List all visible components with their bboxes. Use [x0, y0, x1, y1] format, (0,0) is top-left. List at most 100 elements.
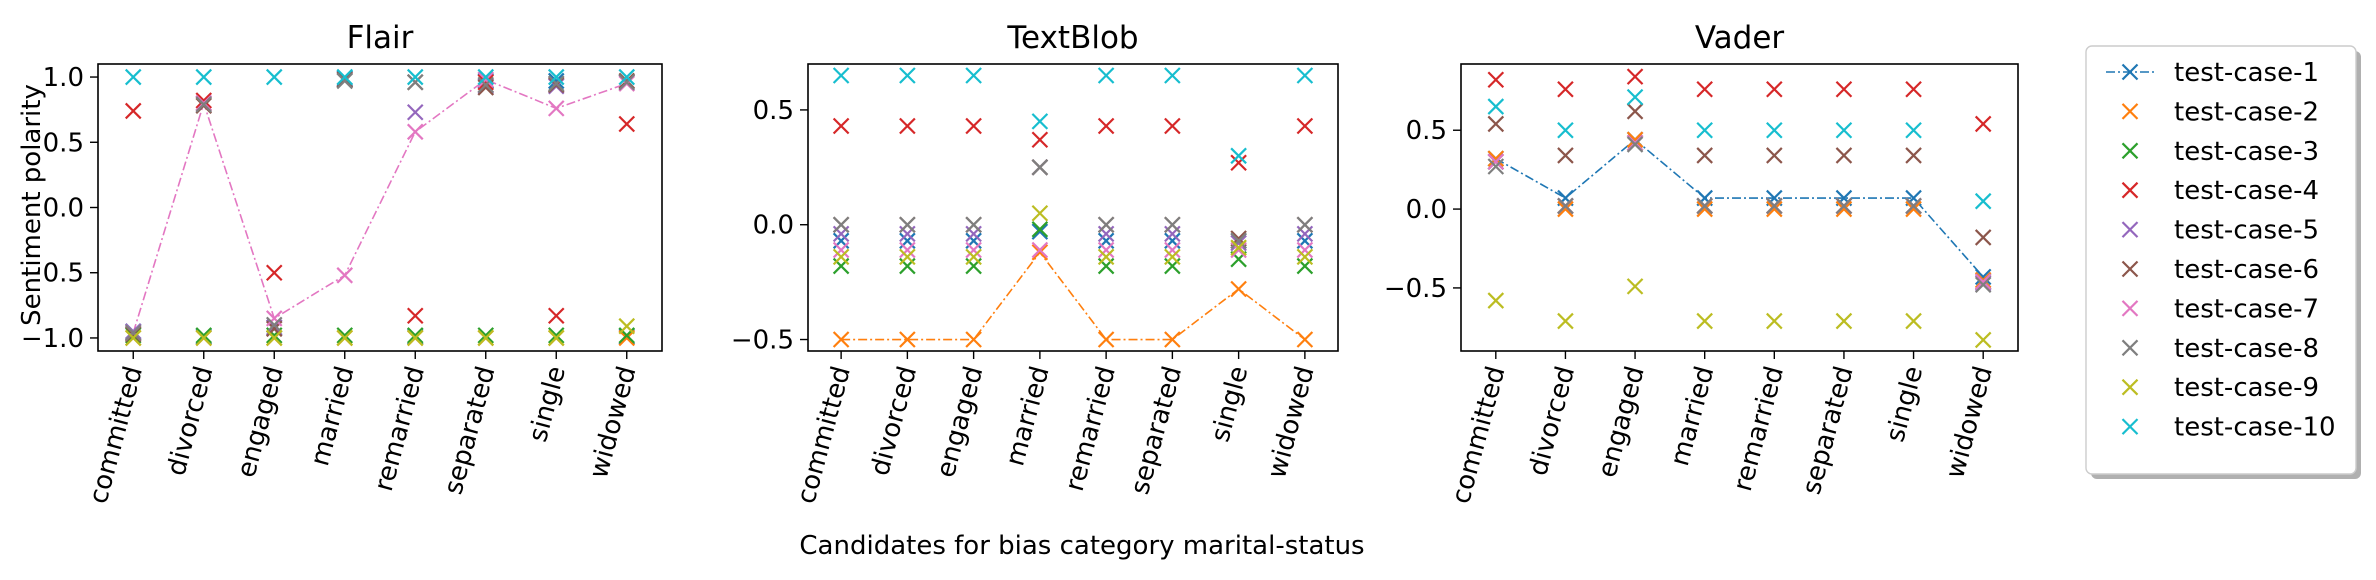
data-point-test-case-2 [1626, 131, 1644, 148]
series-line-test-case-2 [841, 250, 1306, 341]
data-point-test-case-9 [1626, 278, 1644, 295]
x-tick-label: engaged [1592, 363, 1650, 481]
data-point-test-case-7 [1974, 273, 1992, 290]
data-point-test-case-1 [1974, 268, 1992, 286]
data-point-test-case-8 [124, 324, 142, 342]
legend-marker-test-case-7 [2121, 300, 2139, 317]
data-point-test-case-9 [547, 329, 565, 347]
data-point-test-case-2 [1164, 331, 1181, 348]
plot-frame [97, 63, 663, 352]
data-point-test-case-4 [1031, 131, 1049, 149]
data-point-test-case-3 [406, 327, 424, 344]
x-axis-label: Candidates for bias category marital-sta… [799, 531, 1364, 561]
data-point-test-case-4 [1626, 68, 1644, 85]
data-point-test-case-8 [899, 216, 916, 233]
data-point-test-case-5 [1230, 234, 1247, 252]
data-point-test-case-3 [547, 327, 565, 344]
data-point-test-case-7 [547, 100, 565, 117]
y-tick-label: −0.5 [21, 259, 84, 289]
data-point-test-case-9 [124, 329, 142, 347]
x-tick-label: divorced [865, 363, 923, 479]
data-point-test-case-5 [1974, 274, 1992, 292]
legend-marker-test-case-10 [2121, 418, 2139, 435]
data-point-test-case-4 [1974, 115, 1992, 133]
data-point-test-case-10 [1097, 67, 1115, 84]
data-point-test-case-1 [547, 72, 565, 90]
data-point-test-case-10 [899, 67, 916, 84]
x-tick-label: divorced [1523, 363, 1581, 479]
data-point-test-case-6 [1487, 115, 1505, 133]
series-line-test-case-7 [132, 78, 628, 333]
data-point-test-case-9 [965, 248, 982, 266]
data-point-test-case-9 [1164, 248, 1181, 266]
data-point-test-case-9 [899, 248, 916, 266]
data-point-test-case-4 [1557, 80, 1574, 98]
data-point-test-case-8 [1031, 159, 1049, 176]
data-point-test-case-8 [265, 316, 283, 334]
data-point-test-case-9 [1905, 312, 1922, 330]
data-point-test-case-7 [965, 241, 982, 259]
data-point-test-case-9 [265, 329, 283, 347]
plot-frame [1460, 63, 2019, 352]
data-point-test-case-4 [1487, 71, 1505, 89]
data-point-test-case-4 [406, 307, 424, 325]
data-point-test-case-9 [477, 329, 495, 347]
y-tick-label: 0.5 [43, 128, 84, 158]
data-point-test-case-4 [195, 92, 213, 109]
x-tick-label: committed [84, 363, 149, 507]
panel-title: Vader [1695, 20, 1785, 56]
data-point-test-case-9 [1557, 312, 1574, 330]
x-tick-label: committed [791, 363, 856, 507]
data-point-test-case-9 [195, 329, 213, 347]
data-point-test-case-2 [1696, 200, 1713, 218]
data-point-test-case-6 [1835, 147, 1853, 164]
data-point-test-case-1 [1031, 223, 1049, 240]
data-point-test-case-8 [1487, 158, 1505, 175]
panel-title: TextBlob [1006, 20, 1138, 56]
data-point-test-case-4 [1835, 80, 1853, 98]
data-point-test-case-7 [899, 241, 916, 259]
data-point-test-case-8 [336, 72, 354, 90]
data-point-test-case-7 [1626, 134, 1644, 152]
data-point-test-case-3 [1031, 221, 1049, 238]
data-point-test-case-6 [1974, 229, 1992, 246]
data-point-test-case-10 [1974, 192, 1992, 210]
legend-marker-test-case-5 [2121, 221, 2139, 238]
y-tick-label: 0.5 [753, 96, 794, 126]
data-point-test-case-4 [618, 115, 636, 133]
x-tick-label: divorced [162, 363, 220, 479]
data-point-test-case-2 [1766, 200, 1783, 218]
data-point-test-case-4 [899, 117, 916, 135]
series-line-test-case-1 [1495, 138, 1984, 278]
x-tick-label: single [1205, 363, 1254, 445]
data-point-test-case-8 [1230, 232, 1247, 250]
data-point-test-case-10 [195, 68, 213, 86]
data-point-test-case-10 [265, 68, 283, 86]
data-point-test-case-9 [406, 329, 424, 347]
y-axis-label: Sentiment polarity [17, 84, 47, 326]
data-point-test-case-3 [195, 327, 213, 344]
data-point-test-case-2 [1097, 331, 1115, 348]
data-point-test-case-9 [1696, 312, 1713, 330]
data-point-test-case-10 [1031, 113, 1049, 130]
data-point-test-case-4 [1296, 117, 1314, 135]
data-point-test-case-10 [1835, 121, 1853, 139]
legend-marker-test-case-3 [2121, 142, 2139, 160]
data-point-test-case-7 [1031, 241, 1049, 259]
panel-title: Flair [347, 20, 414, 56]
legend-label: test-case-10 [2174, 413, 2336, 443]
data-point-test-case-2 [1487, 150, 1505, 167]
data-point-test-case-10 [1905, 121, 1922, 139]
y-tick-label: −0.5 [731, 326, 794, 356]
data-point-test-case-9 [1974, 331, 1992, 349]
data-point-test-case-9 [1835, 312, 1853, 330]
data-point-test-case-2 [1296, 331, 1314, 348]
plot-frame [807, 63, 1339, 352]
data-point-test-case-2 [1230, 280, 1247, 298]
legend-label: test-case-9 [2174, 373, 2319, 403]
x-tick-label: widowed [1262, 363, 1321, 482]
data-point-test-case-9 [336, 329, 354, 347]
x-tick-label: single [523, 363, 572, 445]
x-tick-label: widowed [1940, 363, 1999, 482]
data-point-test-case-8 [1557, 197, 1574, 215]
